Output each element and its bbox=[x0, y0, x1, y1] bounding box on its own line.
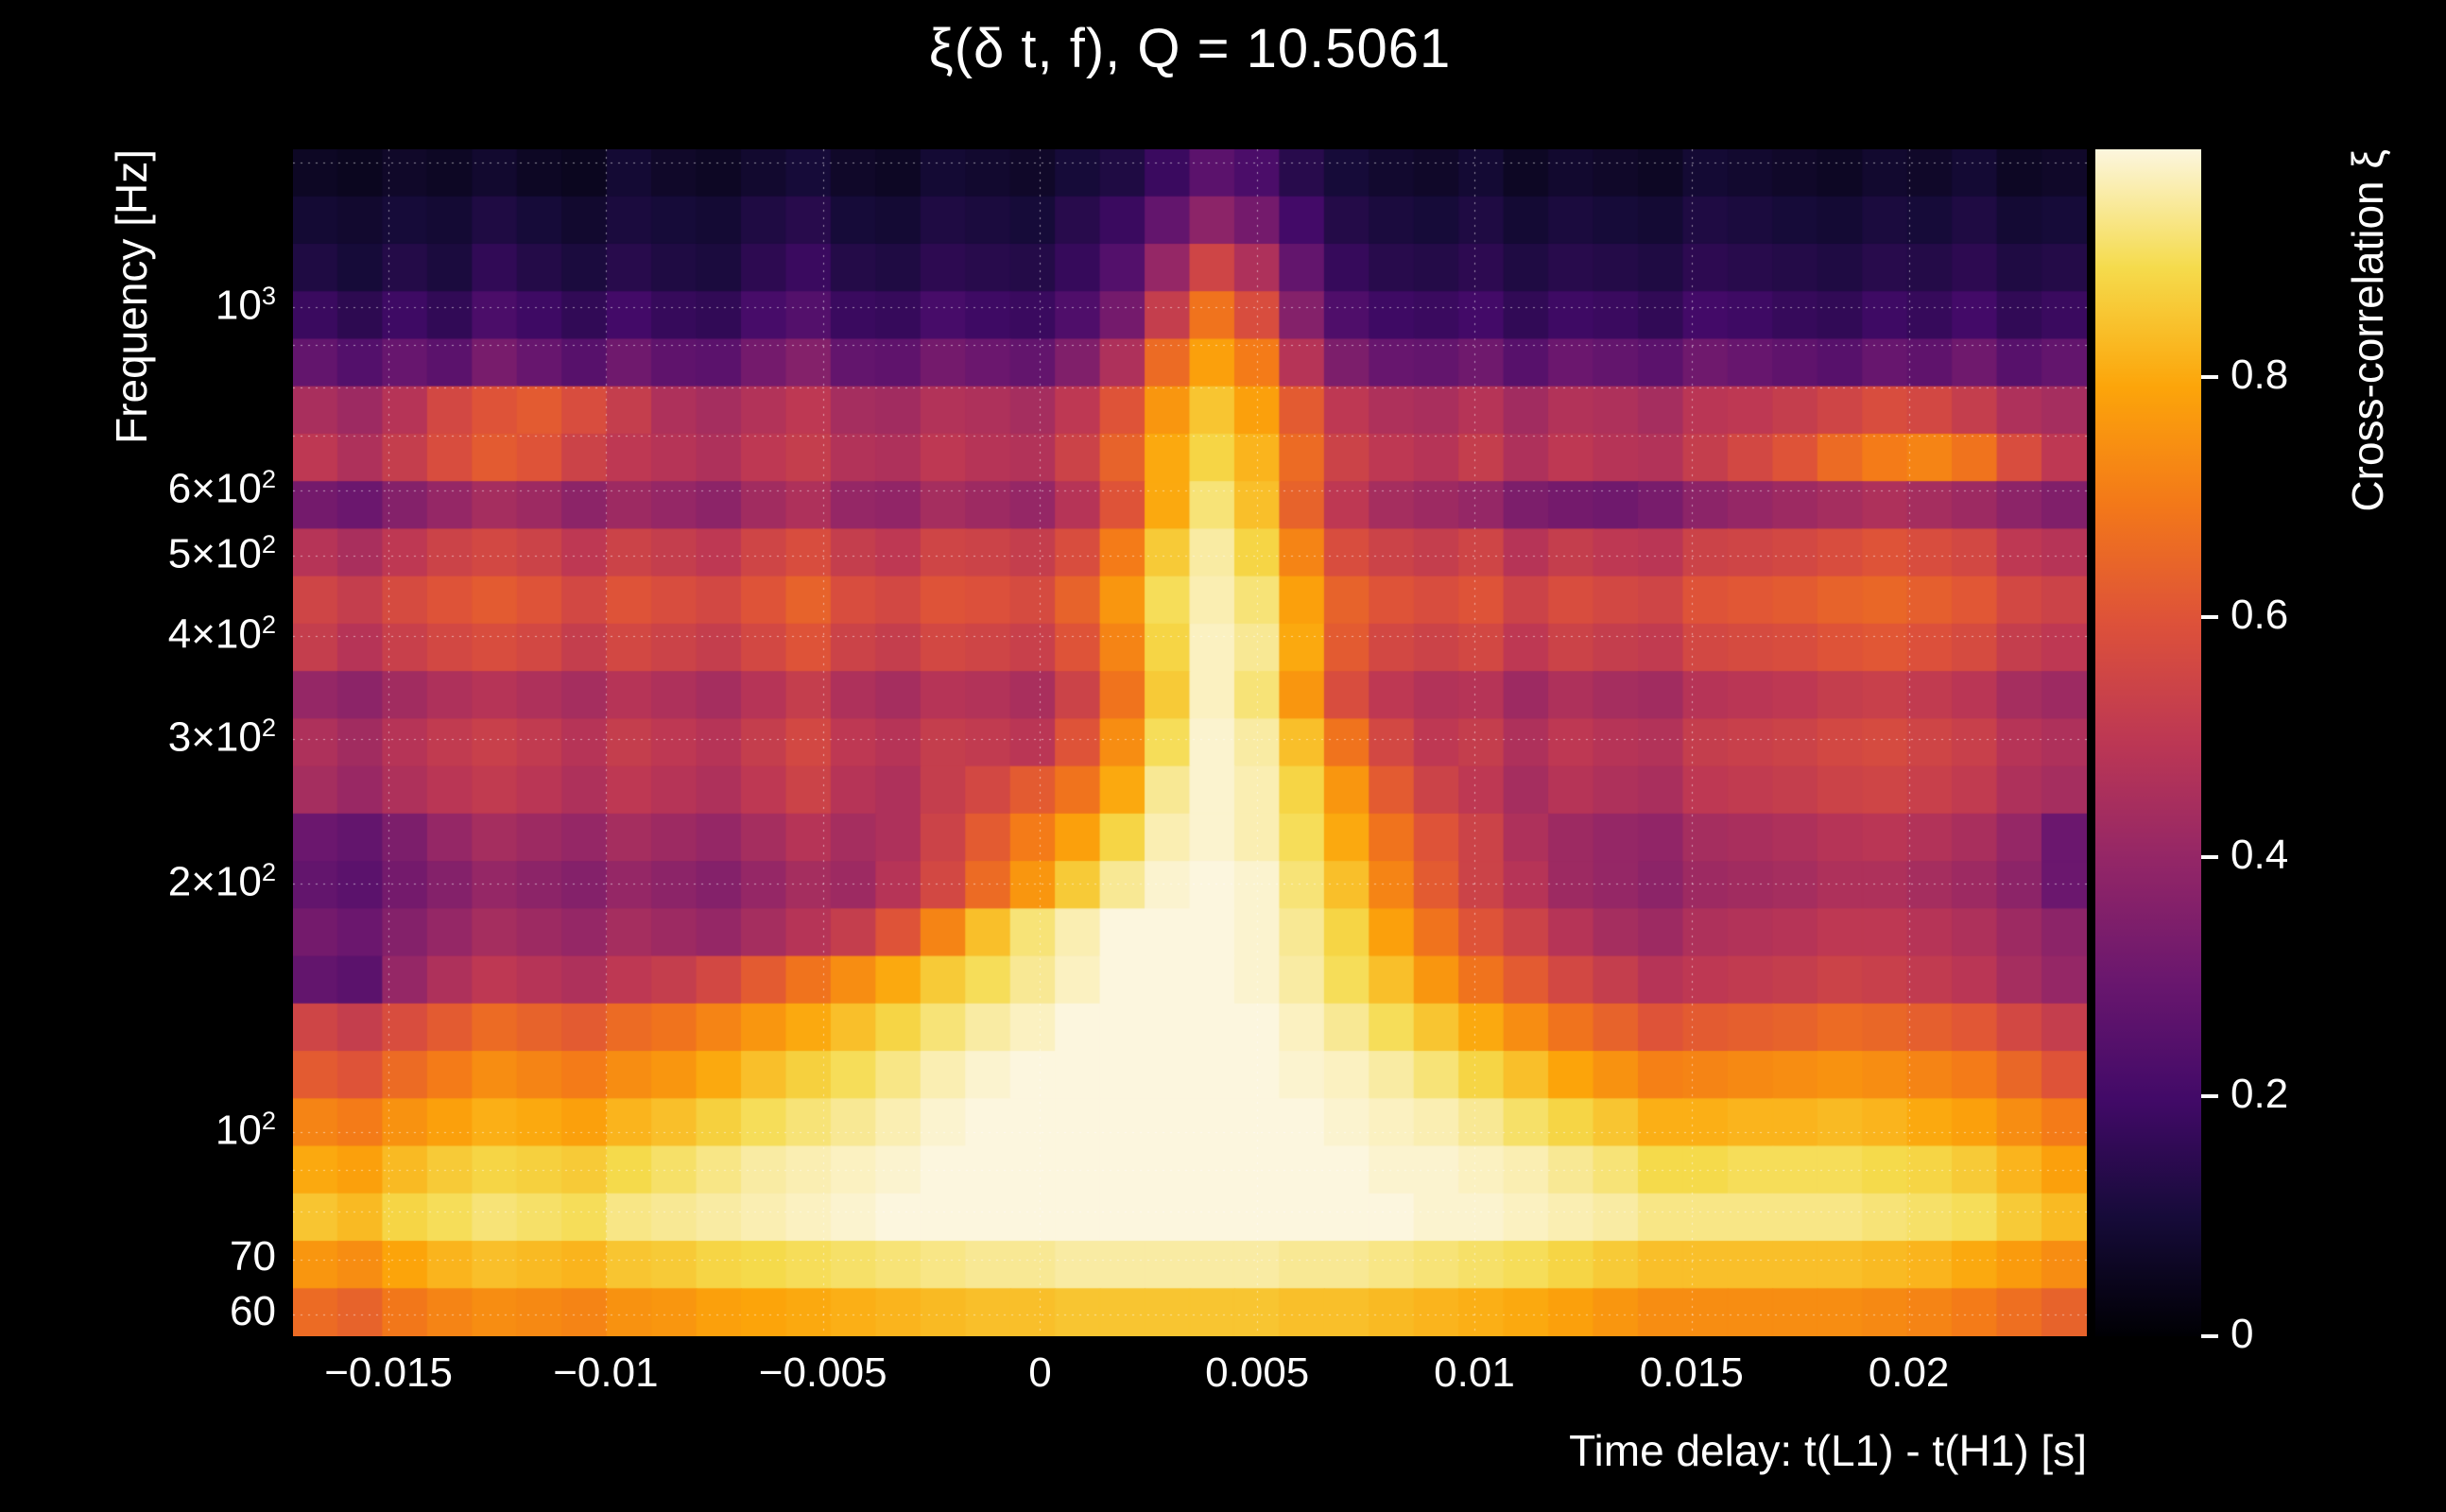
y-tick-label: 4×102 bbox=[167, 609, 276, 658]
colorbar-tickmark bbox=[2201, 1094, 2218, 1099]
y-tick-label: 3×102 bbox=[167, 712, 276, 761]
x-tick-label: 0.01 bbox=[1434, 1349, 1515, 1396]
x-tick-label: 0.005 bbox=[1205, 1349, 1310, 1396]
heatmap-plot bbox=[293, 149, 2087, 1336]
y-tick-label: 5×102 bbox=[167, 529, 276, 577]
colorbar-gradient bbox=[2095, 149, 2201, 1336]
colorbar-tick-label: 0.4 bbox=[2231, 831, 2289, 878]
x-tick-label: 0.015 bbox=[1639, 1349, 1744, 1396]
x-tick-label: −0.01 bbox=[553, 1349, 659, 1396]
colorbar-tickmark bbox=[2201, 375, 2218, 380]
colorbar-label: Cross-correlation ξ bbox=[2343, 149, 2392, 512]
colorbar bbox=[2095, 149, 2201, 1336]
chart-title: ξ(δ t, f), Q = 10.5061 bbox=[928, 18, 1452, 79]
x-tick-label: −0.015 bbox=[324, 1349, 453, 1396]
colorbar-tick-label: 0 bbox=[2231, 1311, 2254, 1357]
x-tick-label: −0.005 bbox=[758, 1349, 887, 1396]
x-tick-label: 0.02 bbox=[1868, 1349, 1950, 1396]
colorbar-tick-label: 0.6 bbox=[2231, 591, 2289, 638]
colorbar-tick-label: 0.8 bbox=[2231, 352, 2289, 399]
colorbar-tickmark bbox=[2201, 614, 2218, 619]
y-tick-label: 102 bbox=[215, 1105, 276, 1154]
heatmap-canvas bbox=[293, 149, 2087, 1336]
colorbar-tickmark bbox=[2201, 1334, 2218, 1338]
x-axis-label: Time delay: t(L1) - t(H1) [s] bbox=[1569, 1426, 2087, 1475]
colorbar-tick-label: 0.2 bbox=[2231, 1071, 2289, 1118]
y-tick-label: 60 bbox=[230, 1288, 276, 1335]
colorbar-tickmark bbox=[2201, 854, 2218, 859]
x-tick-label: 0 bbox=[1028, 1349, 1052, 1396]
y-tick-label: 2×102 bbox=[167, 857, 276, 905]
y-tick-label: 70 bbox=[230, 1232, 276, 1280]
y-tick-label: 6×102 bbox=[167, 463, 276, 512]
y-tick-label: 103 bbox=[215, 281, 276, 330]
